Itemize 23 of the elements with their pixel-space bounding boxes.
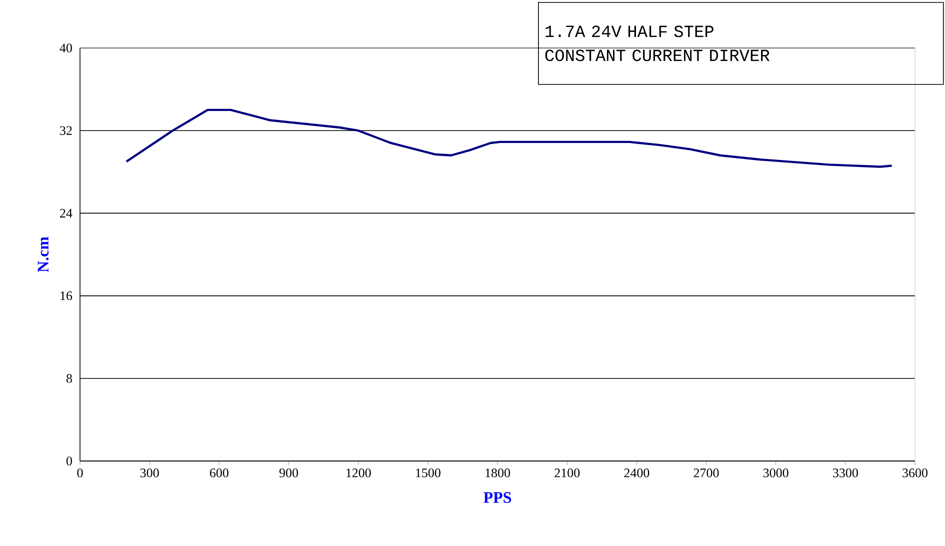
x-tick-label: 1500 bbox=[416, 468, 440, 478]
x-tick-label: 2100 bbox=[554, 468, 580, 478]
x-tick-label: 3600 bbox=[902, 468, 928, 478]
y-axis-title: N.cm bbox=[38, 236, 49, 272]
x-tick-label: 2700 bbox=[694, 468, 719, 478]
x-axis-title: PPS bbox=[484, 492, 512, 503]
x-tick-label: 3300 bbox=[833, 468, 858, 478]
x-tick-label: 2400 bbox=[624, 468, 650, 478]
line-series bbox=[125, 108, 893, 168]
y-tick-label: 40 bbox=[60, 44, 72, 52]
x-tick-label: 1200 bbox=[346, 468, 371, 478]
x-tick-label: 3000 bbox=[763, 468, 788, 478]
y-tick-label: 32 bbox=[60, 126, 72, 135]
y-tick-label: 24 bbox=[60, 208, 72, 218]
y-tick-label: 8 bbox=[66, 374, 72, 383]
x-tick-label: 300 bbox=[140, 468, 159, 478]
x-tick-label: 600 bbox=[210, 468, 228, 478]
chart-title: 1.7A 24V HALF STEP CONSTANT CURRENT DIRVER bbox=[545, 26, 770, 62]
x-tick-label: 0 bbox=[77, 468, 83, 478]
y-tick-label: 16 bbox=[60, 291, 72, 300]
x-tick-label: 900 bbox=[279, 468, 298, 478]
y-tick-label: 0 bbox=[66, 456, 72, 466]
x-tick-label: 1800 bbox=[486, 468, 510, 478]
